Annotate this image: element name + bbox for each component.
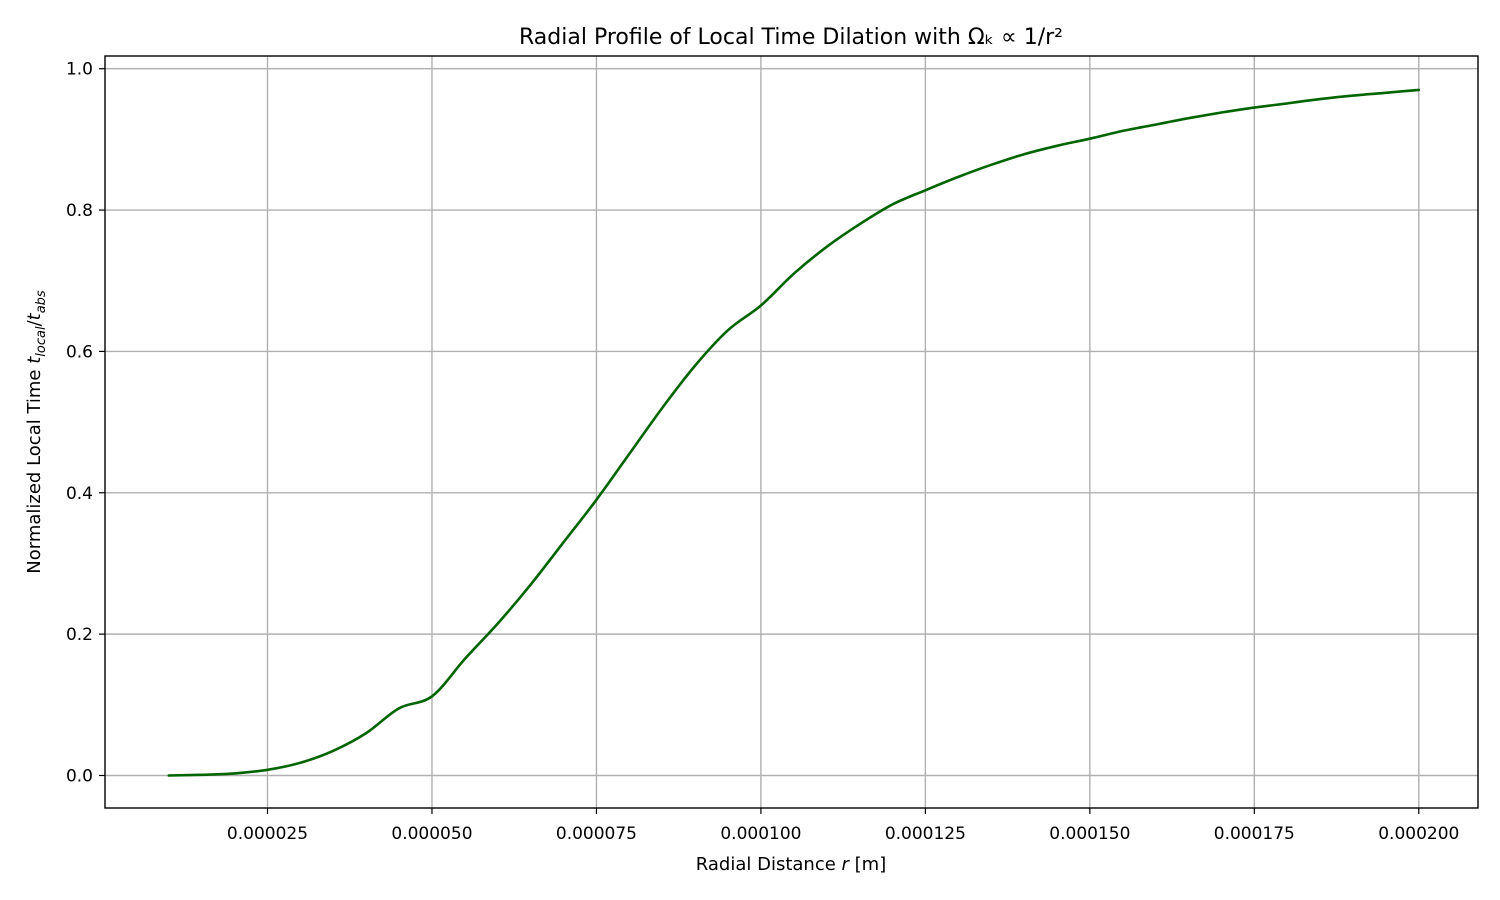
x-tick-label: 0.000125 xyxy=(885,824,966,844)
plot-series xyxy=(167,88,1421,777)
y-tick-label: 0.8 xyxy=(66,201,93,221)
x-tick-label: 0.000075 xyxy=(556,824,637,844)
x-tick-label: 0.000100 xyxy=(720,824,801,844)
y-axis-label: Normalized Local Time tlocal/tabs xyxy=(24,290,49,574)
x-axis-label: Radial Distance r [m] xyxy=(696,854,886,875)
y-tick-label: 0.0 xyxy=(66,766,93,786)
y-tick-label: 0.6 xyxy=(66,342,93,362)
x-tick-label: 0.000025 xyxy=(227,824,308,844)
chart-title: Radial Profile of Local Time Dilation wi… xyxy=(519,25,1063,50)
y-tick-label: 0.4 xyxy=(66,484,93,504)
x-tick-label: 0.000175 xyxy=(1214,824,1295,844)
axis-ticks: 0.000025 0.000050 0.000075 0.000100 0.000125… xyxy=(66,60,1459,844)
x-tick-label: 0.000150 xyxy=(1049,824,1130,844)
x-tick-label: 0.000050 xyxy=(391,824,472,844)
grid xyxy=(105,56,1478,808)
series-line xyxy=(167,88,1421,777)
y-tick-label: 1.0 xyxy=(66,60,93,80)
y-tick-label: 0.2 xyxy=(66,625,93,645)
plot-frame xyxy=(104,55,1479,809)
x-tick-label: 0.000200 xyxy=(1378,824,1459,844)
